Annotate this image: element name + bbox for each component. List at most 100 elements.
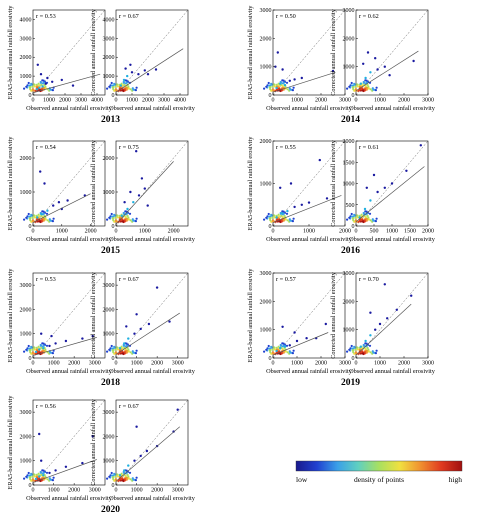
density-point — [132, 478, 135, 481]
y-tick-label: 3000 — [103, 283, 115, 289]
density-point — [37, 472, 40, 475]
density-point — [364, 88, 367, 91]
x-tick-label: 1000 — [56, 229, 68, 235]
density-point — [279, 343, 282, 347]
density-point — [116, 475, 119, 478]
scatter-panel-2-1: 0 1000 2000 0 1000 2000 r = 0.75 Observed annua… — [90, 139, 196, 243]
density-point — [30, 345, 33, 348]
density-point — [124, 219, 127, 222]
regression-line — [272, 71, 336, 93]
data-point — [64, 339, 68, 343]
density-point — [120, 82, 123, 85]
density-point — [51, 89, 55, 92]
x-axis-label: Observed annual rainfall erosivity — [26, 368, 113, 375]
density-point — [356, 83, 359, 86]
density-point — [45, 212, 49, 215]
density-point — [31, 348, 34, 351]
x-axis-label: Observed annual rainfall erosivity — [109, 495, 196, 502]
y-tick-label: 3000 — [20, 410, 32, 416]
y-tick-label: 1000 — [260, 65, 272, 71]
data-point — [81, 461, 84, 465]
density-point — [271, 88, 274, 91]
data-point — [42, 474, 45, 477]
density-point — [125, 81, 128, 84]
density-point — [31, 85, 34, 88]
density-point — [37, 213, 40, 216]
density-point — [44, 348, 47, 351]
density-point — [118, 214, 121, 217]
x-tick-label: 2000 — [151, 361, 163, 367]
density-point — [33, 85, 37, 88]
y-tick-label: 1000 — [103, 74, 115, 80]
density-point — [127, 85, 130, 88]
y-tick-label: 3000 — [343, 8, 355, 14]
density-point — [356, 85, 359, 88]
density-point — [276, 218, 279, 221]
x-tick-label: 1500 — [404, 229, 416, 235]
data-point — [40, 459, 43, 462]
x-tick-label: 1000 — [291, 361, 303, 367]
y-tick-label: 0 — [112, 93, 115, 99]
density-point — [368, 212, 372, 215]
x-tick-label: 3000 — [422, 98, 434, 104]
regression-line — [355, 50, 419, 92]
data-point — [280, 212, 284, 215]
density-point — [41, 210, 44, 213]
x-tick-label: 0 — [272, 361, 275, 367]
density-point — [364, 219, 367, 222]
x-tick-label: 4000 — [174, 98, 186, 104]
x-tick-label: 0 — [32, 361, 35, 367]
density-point — [127, 87, 130, 90]
data-point — [48, 344, 51, 348]
data-point — [386, 317, 389, 320]
year-label-2014: 2014 — [341, 115, 360, 125]
y-tick-label: 0 — [269, 93, 272, 99]
data-point — [71, 84, 75, 87]
y-tick-label: 1000 — [20, 332, 32, 338]
data-point — [81, 337, 84, 340]
x-axis-label: Observed annual rainfall erosivity — [266, 236, 353, 243]
density-point — [348, 348, 351, 351]
data-point — [46, 209, 49, 212]
density-point — [269, 351, 272, 354]
y-tick-label: 2000 — [260, 36, 272, 42]
data-point — [146, 73, 150, 76]
density-point — [286, 88, 289, 91]
data-point — [378, 322, 382, 326]
density-point — [354, 351, 357, 354]
x-tick-label: 0 — [272, 98, 275, 104]
x-tick-label: 0 — [32, 488, 35, 494]
y-tick-label: 2000 — [260, 139, 272, 145]
density-point — [286, 219, 289, 222]
scatter-panel-2-0: 0 1000 2000 0 1000 2000 r = 0.54 Observed annua… — [7, 136, 113, 243]
data-point — [51, 80, 54, 84]
density-point — [350, 81, 353, 85]
data-point — [39, 73, 43, 76]
y-axis-label: Corrected annual rainfall erosivity — [330, 8, 337, 95]
data-point — [283, 83, 287, 87]
density-point — [110, 81, 113, 85]
data-point — [318, 158, 321, 162]
x-tick-label: 3000 — [158, 98, 170, 104]
density-point — [128, 471, 132, 474]
density-point — [41, 219, 44, 222]
x-axis-label: Observed annual rainfall erosivity — [109, 236, 196, 243]
x-tick-label: 1000 — [303, 229, 315, 235]
density-point — [135, 349, 138, 352]
density-point — [116, 473, 119, 476]
data-point — [35, 88, 39, 91]
data-point — [44, 82, 47, 85]
density-point — [33, 83, 36, 86]
density-point — [129, 219, 132, 222]
density-point — [273, 83, 276, 86]
x-axis-label: Observed annual rainfall erosivity — [266, 105, 353, 112]
density-point — [31, 351, 34, 354]
x-tick-label: 0 — [355, 229, 358, 235]
density-point — [369, 219, 372, 222]
y-tick-label: 2000 — [103, 307, 115, 313]
density-point — [113, 472, 116, 475]
